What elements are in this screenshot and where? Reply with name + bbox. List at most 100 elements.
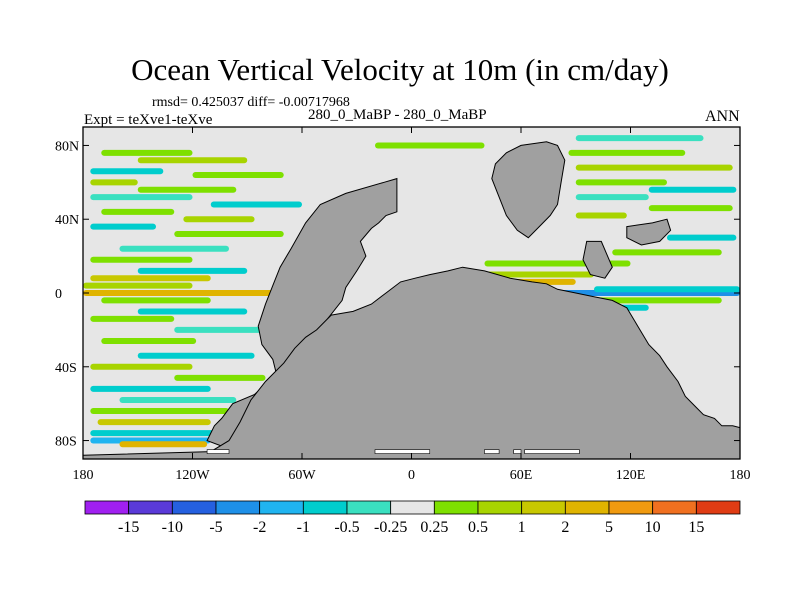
colorbar-swatch — [433, 500, 479, 515]
chart-title: Ocean Vertical Velocity at 10m (in cm/da… — [131, 52, 669, 87]
color-band — [90, 385, 211, 392]
colorbar-label: 1 — [518, 519, 526, 536]
colorbar-swatch — [564, 500, 610, 515]
color-band — [137, 157, 248, 164]
colorbar-swatch — [346, 500, 392, 515]
color-band — [90, 275, 211, 282]
x-tick-label: 60W — [288, 468, 316, 483]
color-band — [137, 308, 248, 315]
color-band — [90, 363, 193, 370]
colorbar-swatch — [128, 500, 173, 515]
season-label: ANN — [705, 108, 740, 125]
ice-shelf — [374, 449, 431, 454]
colorbar-swatch — [259, 500, 304, 515]
color-band — [575, 212, 627, 219]
color-band — [174, 374, 266, 381]
y-tick-label: 0 — [55, 287, 62, 302]
color-band — [192, 171, 284, 178]
colorbar-swatch — [390, 500, 435, 515]
color-band — [97, 419, 211, 426]
color-band — [568, 149, 686, 156]
color-band — [648, 205, 733, 212]
color-band — [137, 267, 248, 274]
color-band — [210, 201, 302, 208]
y-tick-label: 80S — [55, 435, 77, 450]
color-band — [101, 297, 211, 304]
x-tick-label: 60E — [510, 468, 533, 483]
color-band — [90, 256, 193, 263]
colorbar-label: 15 — [688, 519, 704, 536]
axes: 180 120W 60W 0 60E 120E 180 80N 40N 0 40S 80S — [55, 127, 751, 483]
color-band — [90, 315, 175, 322]
color-band — [183, 216, 255, 223]
colorbar-swatch — [652, 500, 697, 515]
stats-text: rmsd= 0.425037 diff= -0.00717968 — [152, 95, 350, 110]
color-band — [90, 430, 222, 437]
color-band — [174, 230, 284, 237]
colorbar-label: 0.5 — [468, 519, 488, 536]
colorbar-label: -5 — [209, 519, 222, 536]
color-band — [594, 286, 740, 293]
color-band — [375, 142, 485, 149]
color-band — [83, 290, 302, 296]
colorbar-label: 0.25 — [420, 519, 448, 536]
color-band — [648, 186, 737, 193]
experiment-text: Expt = teXve1-teXve — [84, 112, 213, 128]
colorbar-swatch — [695, 500, 741, 515]
colorbar-swatch — [521, 500, 566, 515]
color-band — [90, 168, 164, 175]
color-band — [137, 186, 237, 193]
colorbar-swatch — [477, 500, 523, 515]
x-tick-label: 180 — [730, 468, 751, 483]
colorbar-swatch — [215, 500, 261, 515]
color-band — [83, 282, 193, 289]
colorbar-label: -0.25 — [374, 519, 407, 536]
colorbar-label: -10 — [162, 519, 183, 536]
color-band — [612, 249, 722, 256]
land-eurasia-island-a — [626, 218, 672, 246]
ice-shelf — [513, 449, 522, 454]
color-band — [90, 194, 193, 201]
colorbar-swatch — [171, 500, 217, 515]
land-south-america-africa — [83, 266, 740, 459]
color-band — [101, 337, 197, 344]
y-tick-label: 80N — [55, 139, 79, 154]
colorbar-label: 5 — [605, 519, 613, 536]
x-tick-label: 0 — [408, 468, 415, 483]
colorbar-swatch — [302, 500, 348, 515]
x-tick-label: 180 — [73, 468, 94, 483]
color-band — [119, 396, 237, 403]
color-band — [119, 245, 229, 252]
map-area — [83, 127, 740, 459]
color-band — [174, 326, 262, 333]
color-band — [575, 194, 649, 201]
color-band — [667, 234, 737, 241]
colorbar-swatch — [84, 500, 130, 515]
colorbar-label: -0.5 — [334, 519, 359, 536]
color-band — [575, 135, 704, 142]
colorbar-label: 2 — [561, 519, 569, 536]
color-band — [90, 179, 138, 186]
colorbar-label: -15 — [118, 519, 139, 536]
color-band — [119, 441, 208, 448]
color-band — [101, 208, 175, 215]
x-tick-label: 120E — [616, 468, 646, 483]
y-tick-label: 40S — [55, 361, 77, 376]
color-band — [101, 149, 193, 156]
colorbar-label: -1 — [297, 519, 310, 536]
color-band — [137, 352, 255, 359]
land-greenland — [491, 141, 566, 239]
x-tick-label: 120W — [175, 468, 210, 483]
color-band — [90, 223, 156, 230]
color-band — [575, 164, 733, 171]
colorbar-label: -2 — [253, 519, 266, 536]
ice-shelf — [524, 449, 580, 454]
land-north-america — [206, 177, 398, 447]
y-tick-label: 40N — [55, 213, 79, 228]
colorbar-swatch — [608, 500, 654, 515]
ice-shelf — [206, 449, 230, 454]
ice-shelf — [484, 449, 500, 454]
color-band — [90, 408, 229, 415]
case-text: 280_0_MaBP - 280_0_MaBP — [308, 107, 487, 123]
colorbar-label: 10 — [645, 519, 661, 536]
